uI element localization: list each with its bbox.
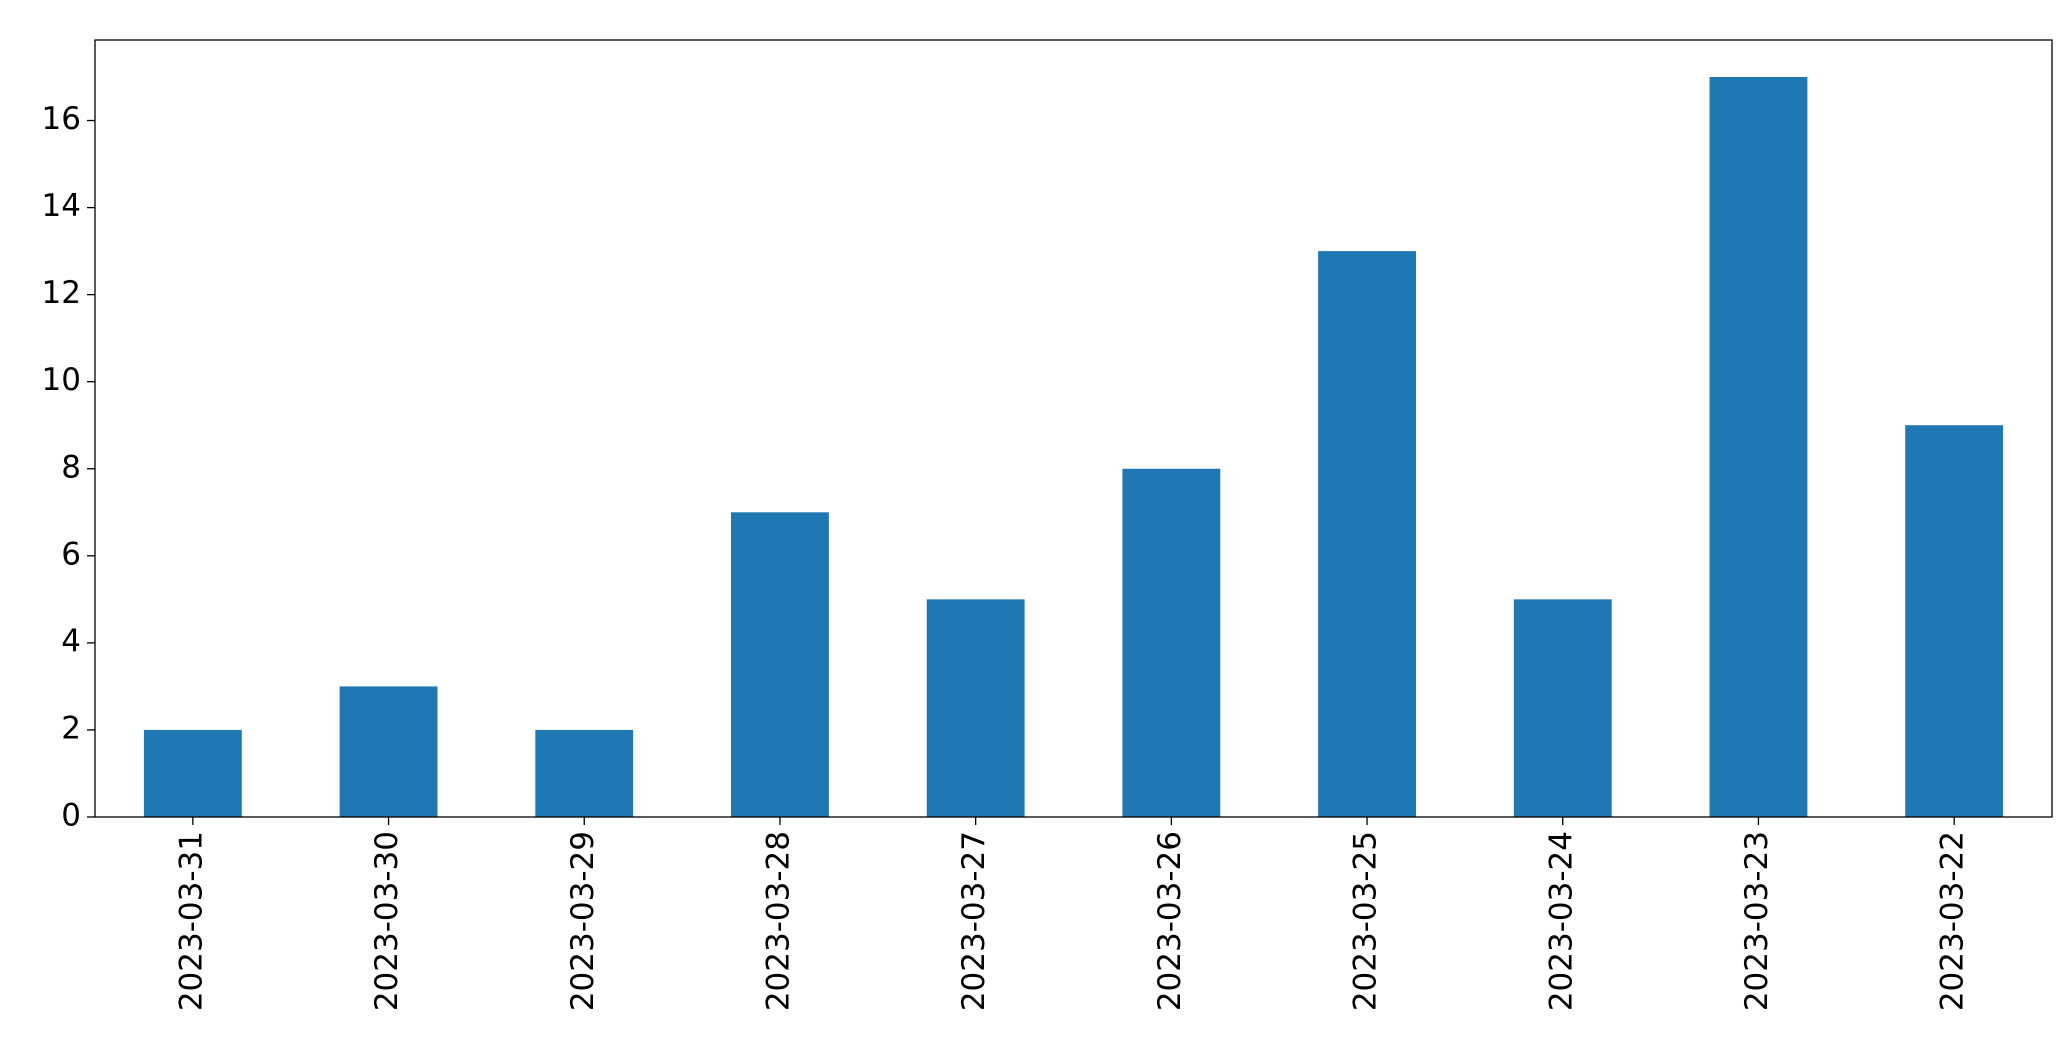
x-tick-label: 2023-03-25 (1348, 831, 1384, 1011)
x-tick-label: 2023-03-27 (956, 831, 992, 1011)
bar (1513, 599, 1612, 817)
y-tick-label: 6 (61, 536, 81, 572)
bar (339, 686, 438, 817)
y-tick-label: 16 (42, 101, 81, 137)
bar (1122, 468, 1221, 817)
x-tick-label: 2023-03-30 (369, 831, 405, 1011)
bar (926, 599, 1025, 817)
bar (535, 729, 634, 817)
y-tick-label: 10 (42, 362, 81, 398)
x-tick-label: 2023-03-31 (173, 831, 209, 1011)
x-tick-label: 2023-03-28 (760, 831, 796, 1011)
x-tick-label: 2023-03-24 (1543, 831, 1579, 1011)
y-tick-label: 2 (61, 710, 81, 746)
y-tick-label: 8 (61, 449, 81, 485)
x-tick-label: 2023-03-22 (1935, 831, 1971, 1011)
x-tick-label: 2023-03-26 (1152, 831, 1188, 1011)
y-tick-label: 14 (42, 188, 81, 224)
x-tick-label: 2023-03-29 (565, 831, 601, 1011)
bar (1318, 251, 1416, 817)
y-tick-label: 0 (61, 798, 81, 834)
y-tick-label: 4 (61, 623, 81, 659)
axes-frame (94, 39, 2053, 818)
plot-area: 0 2 4 6 8 10 12 14 16 2023-03-31 2023-03-30 2023-03… (42, 77, 2004, 1011)
bar (1905, 425, 2004, 817)
bar (1709, 77, 1808, 817)
bar (143, 729, 242, 817)
x-tick-label: 2023-03-23 (1739, 831, 1775, 1011)
y-tick-label: 12 (42, 275, 81, 311)
bar (731, 512, 829, 817)
